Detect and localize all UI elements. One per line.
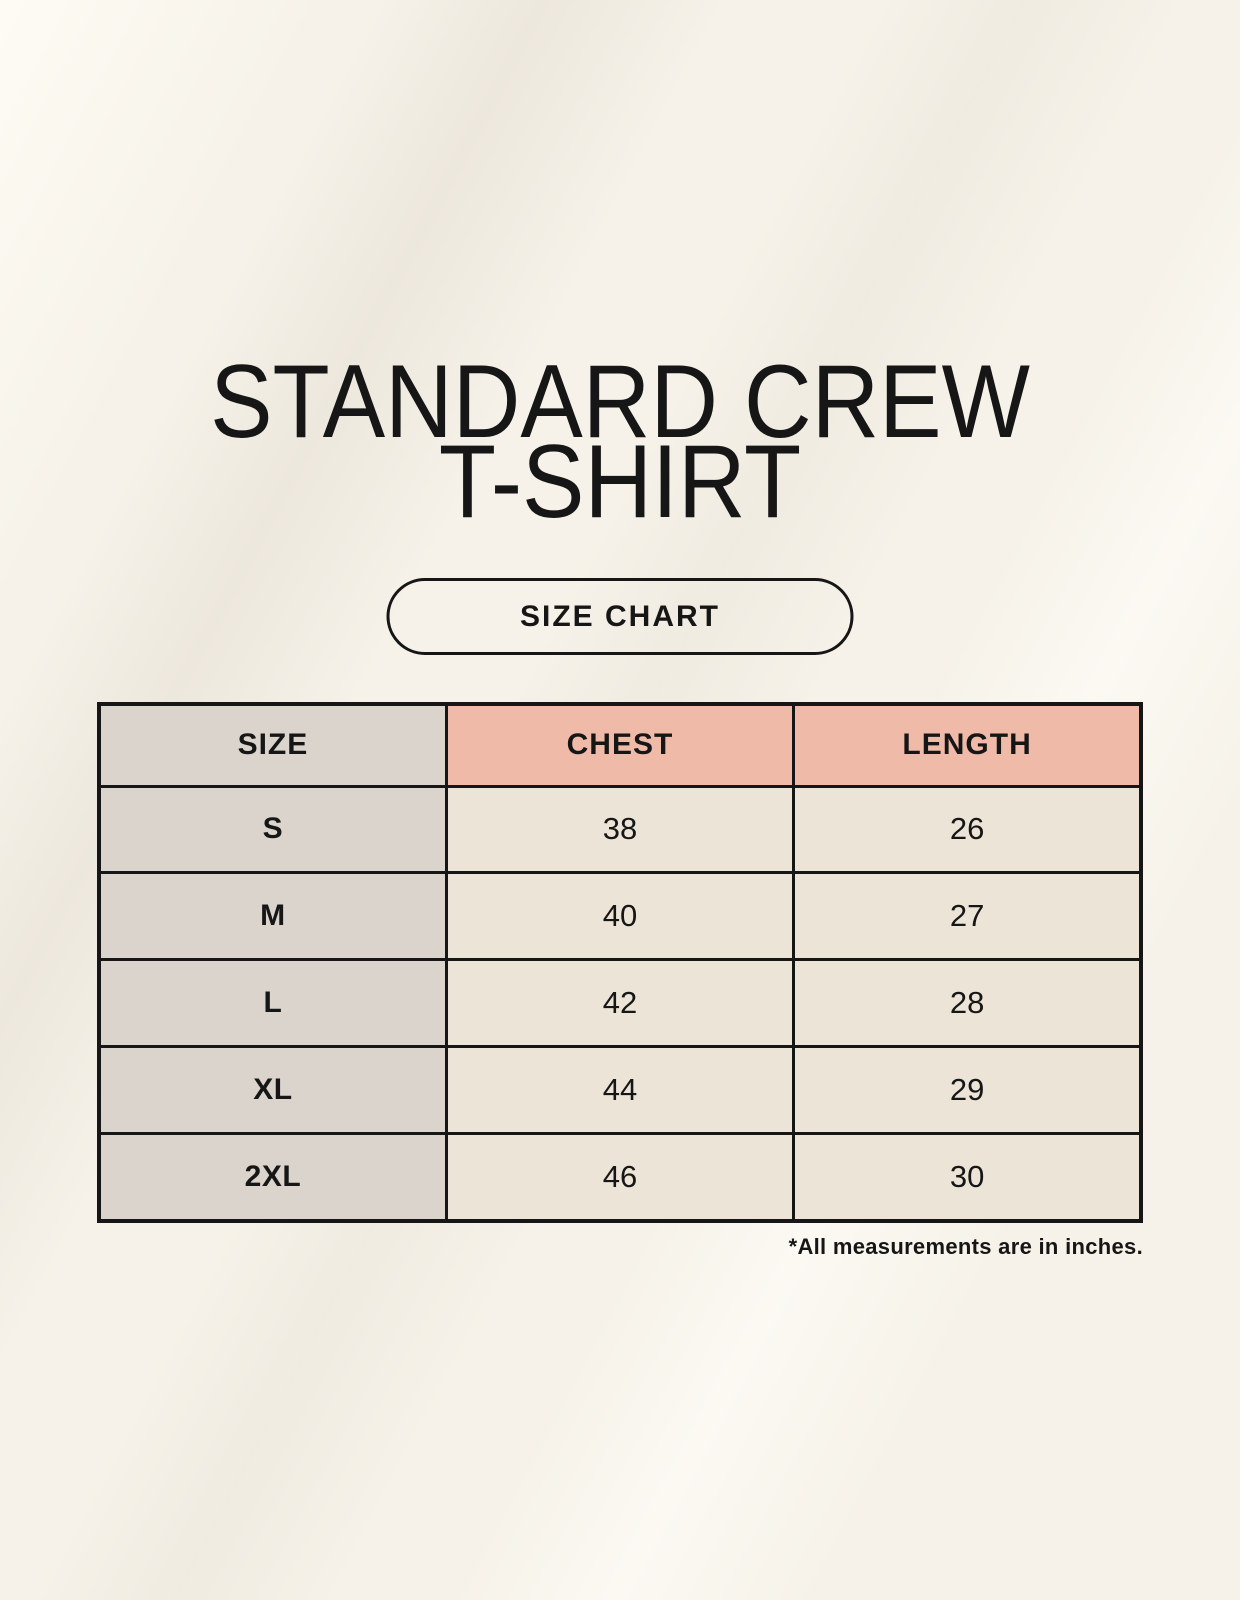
table-body: S 38 26 M 40 27 L 42 28 XL 44 29 2XL 46: [97, 784, 1143, 1223]
length-value: 30: [792, 1131, 1143, 1223]
size-value: M: [97, 871, 448, 962]
length-value: 27: [792, 871, 1143, 962]
table-header: SIZE CHEST LENGTH: [97, 702, 1143, 788]
column-header-length: LENGTH: [792, 702, 1143, 788]
chest-value: 46: [444, 1131, 796, 1223]
chest-value: 40: [444, 871, 796, 962]
table-row: L 42 28: [97, 958, 1143, 1048]
chest-value: 42: [444, 958, 796, 1048]
page-title: STANDARD CREW T-SHIRT: [0, 344, 1240, 540]
size-value: L: [97, 958, 448, 1048]
column-header-chest: CHEST: [444, 702, 796, 788]
chest-value: 44: [444, 1044, 796, 1135]
table-row: S 38 26: [97, 784, 1143, 875]
table-row: 2XL 46 30: [97, 1131, 1143, 1223]
table-row: M 40 27: [97, 871, 1143, 962]
chest-value: 38: [444, 784, 796, 875]
page-title-line-1: STANDARD CREW: [210, 344, 1030, 460]
size-chart-badge[interactable]: SIZE CHART: [386, 578, 854, 655]
length-value: 28: [792, 958, 1143, 1048]
header-row: SIZE CHEST LENGTH: [97, 702, 1143, 788]
size-value: XL: [97, 1044, 448, 1135]
table-row: XL 44 29: [97, 1044, 1143, 1135]
length-value: 29: [792, 1044, 1143, 1135]
size-chart-badge-label: SIZE CHART: [520, 599, 720, 633]
measurements-footnote: *All measurements are in inches.: [788, 1234, 1143, 1259]
column-header-size: SIZE: [97, 702, 448, 788]
size-value: S: [97, 784, 448, 875]
size-chart-table: SIZE CHEST LENGTH S 38 26 M 40 27 L 42 2…: [97, 702, 1143, 1223]
size-value: 2XL: [97, 1131, 448, 1223]
length-value: 26: [792, 784, 1143, 875]
page-title-line-2: T-SHIRT: [438, 424, 802, 540]
